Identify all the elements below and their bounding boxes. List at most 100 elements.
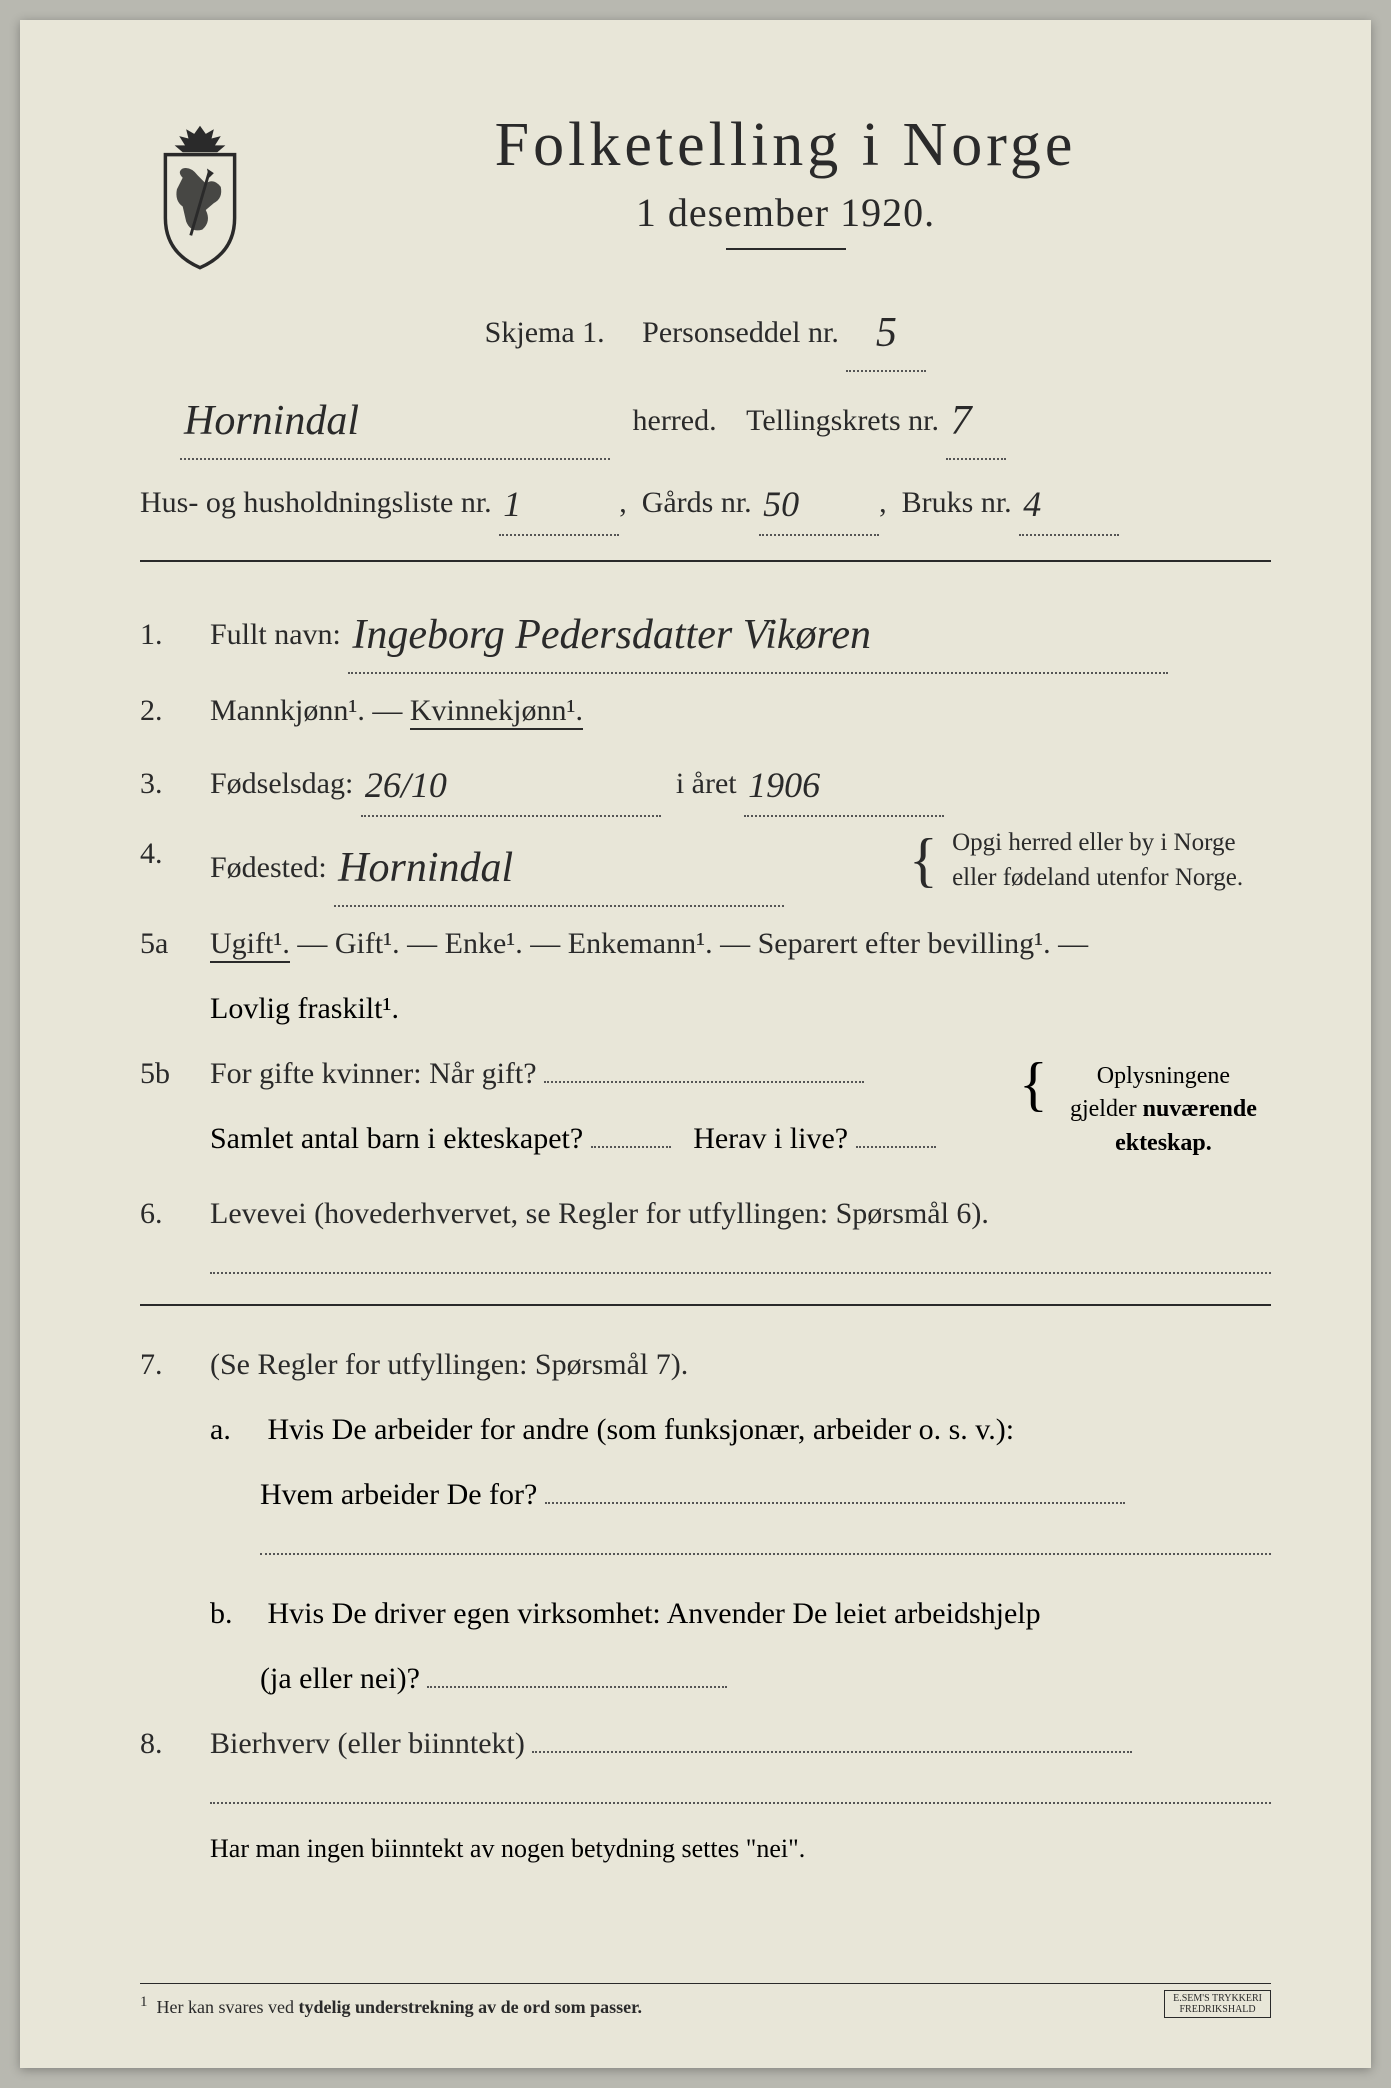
- husliste-line: Hus- og husholdningsliste nr. 1 , Gårds …: [140, 466, 1271, 536]
- q5b-side1: Oplysningene: [1097, 1063, 1230, 1089]
- q3-year: 1906: [748, 765, 820, 805]
- q7-num: 7.: [140, 1336, 210, 1393]
- q5a-row: 5a Ugift¹. — Gift¹. — Enke¹. — Enkemann¹…: [140, 915, 1271, 972]
- q6-fill: [210, 1272, 1271, 1274]
- printer-stamp: E.SEM'S TRYKKERI FREDRIKSHALD: [1164, 1990, 1271, 2018]
- q4-num: 4.: [140, 825, 210, 882]
- q5a-separert: Separert efter bevilling¹.: [758, 927, 1051, 960]
- main-title: Folketelling i Norge: [300, 110, 1271, 181]
- coat-of-arms-icon: [140, 120, 260, 270]
- q5a-cont: Lovlig fraskilt¹.: [210, 980, 1271, 1037]
- printer-l1: E.SEM'S TRYKKERI: [1173, 1993, 1262, 2004]
- q6-row: 6. Levevei (hovederhvervet, se Regler fo…: [140, 1185, 1271, 1242]
- q5a-fraskilt: Lovlig fraskilt¹.: [210, 992, 399, 1025]
- q1-num: 1.: [140, 606, 210, 663]
- herred-value: Hornindal: [184, 398, 359, 444]
- q6-num: 6.: [140, 1185, 210, 1242]
- q3-row: 3. Fødselsdag: 26/10 i året 1906: [140, 747, 1271, 817]
- q2-kvinne: Kvinnekjønn¹.: [410, 694, 583, 730]
- bruks-nr: 4: [1023, 484, 1041, 524]
- skjema-label: Skjema 1.: [485, 316, 605, 349]
- q7b-letter: b.: [210, 1585, 260, 1642]
- husliste-nr: 1: [503, 484, 521, 524]
- q5b-row1: 5b For gifte kvinner: Når gift?: [140, 1045, 1011, 1102]
- q7a-text2: Hvem arbeider De for?: [260, 1478, 537, 1511]
- gards-nr: 50: [763, 484, 799, 524]
- q5b-l1: For gifte kvinner: Når gift?: [210, 1057, 537, 1090]
- herred-line: Hornindal herred. Tellingskrets nr. 7: [140, 378, 1271, 460]
- q4-row: 4. Fødested: Hornindal { Opgi herred ell…: [140, 825, 1271, 907]
- q7-intro: (Se Regler for utfyllingen: Spørsmål 7).: [210, 1336, 1271, 1393]
- q5a-s4: —: [720, 927, 758, 960]
- q5a-s1: —: [297, 927, 335, 960]
- personseddel-label: Personseddel nr.: [642, 316, 839, 349]
- q5b-side3: ekteskap.: [1115, 1130, 1212, 1156]
- tellingskrets-nr: 7: [950, 398, 971, 444]
- footnote: 1 Her kan svares ved tydelig understrekn…: [140, 1994, 1271, 2018]
- title-rule: [726, 248, 846, 250]
- q1-value: Ingeborg Pedersdatter Vikøren: [352, 612, 871, 658]
- q8-fill: [210, 1802, 1271, 1804]
- divider: [140, 560, 1271, 562]
- q4-side1: Opgi herred eller by i Norge: [952, 829, 1235, 856]
- footnote-rule: [140, 1983, 1271, 1984]
- q4-label: Fødested:: [210, 851, 327, 884]
- q7b-row2: (ja eller nei)?: [260, 1650, 1271, 1707]
- q5b-l2a: Samlet antal barn i ekteskapet?: [210, 1122, 583, 1155]
- q5a-gift: Gift¹.: [335, 927, 400, 960]
- footnote-area: 1 Her kan svares ved tydelig understrekn…: [140, 1983, 1271, 2018]
- q8-label: Bierhverv (eller biinntekt): [210, 1727, 525, 1760]
- q7a-text1: Hvis De arbeider for andre (som funksjon…: [268, 1413, 1015, 1446]
- q5a-num: 5a: [140, 915, 210, 972]
- q7a-fill: [260, 1553, 1271, 1555]
- printer-l2: FREDRIKSHALD: [1180, 2004, 1256, 2015]
- footnote-text-body: Her kan svares ved tydelig understreknin…: [157, 1997, 643, 2017]
- husliste-label: Hus- og husholdningsliste nr.: [140, 486, 492, 519]
- q5a-s3: —: [530, 927, 568, 960]
- title-block: Folketelling i Norge 1 desember 1920.: [300, 110, 1271, 280]
- q7b-text1: Hvis De driver egen virksomhet: Anvender…: [268, 1597, 1041, 1630]
- divider-2: [140, 1304, 1271, 1306]
- q6-text: Levevei (hovederhvervet, se Regler for u…: [210, 1185, 1271, 1242]
- q8-row: 8. Bierhverv (eller biinntekt): [140, 1715, 1271, 1772]
- q5b-l2b: Herav i live?: [693, 1122, 848, 1155]
- herred-label: herred.: [633, 404, 717, 437]
- q4-side2: eller fødeland utenfor Norge.: [952, 864, 1243, 891]
- tellingskrets-label: Tellingskrets nr.: [746, 404, 939, 437]
- q2-row: 2. Mannkjønn¹. — Kvinnekjønn¹.: [140, 682, 1271, 739]
- q5b-group: 5b For gifte kvinner: Når gift? Samlet a…: [140, 1045, 1271, 1175]
- census-form-page: Folketelling i Norge 1 desember 1920. Sk…: [20, 20, 1371, 2068]
- q7a-row: a. Hvis De arbeider for andre (som funks…: [210, 1401, 1271, 1458]
- q5b-row2: Samlet antal barn i ekteskapet? Herav i …: [210, 1110, 1011, 1167]
- q5a-enkemann: Enkemann¹.: [568, 927, 713, 960]
- q5a-enke: Enke¹.: [445, 927, 523, 960]
- q7-row: 7. (Se Regler for utfyllingen: Spørsmål …: [140, 1336, 1271, 1393]
- q4-value: Hornindal: [338, 845, 513, 891]
- q3-day: 26/10: [365, 765, 447, 805]
- skjema-line: Skjema 1. Personseddel nr. 5: [140, 290, 1271, 372]
- header: Folketelling i Norge 1 desember 1920.: [140, 110, 1271, 280]
- q2-sep: —: [372, 694, 410, 727]
- subtitle: 1 desember 1920.: [300, 189, 1271, 236]
- q8-num: 8.: [140, 1715, 210, 1772]
- q5b-sidenote: { Oplysningene gjelder nuværende ekteska…: [1011, 1060, 1271, 1161]
- q7a-letter: a.: [210, 1401, 260, 1458]
- q3-label: Fødselsdag:: [210, 767, 353, 800]
- bruks-label: Bruks nr.: [902, 486, 1012, 519]
- q5a-s2: —: [407, 927, 445, 960]
- q5a-ugift: Ugift¹.: [210, 927, 290, 963]
- gards-label: Gårds nr.: [642, 486, 752, 519]
- q1-label: Fullt navn:: [210, 618, 341, 651]
- q2-mann: Mannkjønn¹.: [210, 694, 365, 727]
- q3-year-label: i året: [676, 767, 737, 800]
- footnote-marker: 1: [140, 1994, 148, 2010]
- q7a-row2: Hvem arbeider De for?: [260, 1466, 1271, 1523]
- personseddel-nr: 5: [876, 310, 897, 356]
- q1-row: 1. Fullt navn: Ingeborg Pedersdatter Vik…: [140, 592, 1271, 674]
- q5b-num: 5b: [140, 1045, 210, 1102]
- q5b-side2: gjelder nuværende: [1070, 1096, 1257, 1122]
- q3-num: 3.: [140, 755, 210, 812]
- q7b-text2: (ja eller nei)?: [260, 1662, 420, 1695]
- q5a-s5: —: [1058, 927, 1088, 960]
- q7b-row: b. Hvis De driver egen virksomhet: Anven…: [210, 1585, 1271, 1642]
